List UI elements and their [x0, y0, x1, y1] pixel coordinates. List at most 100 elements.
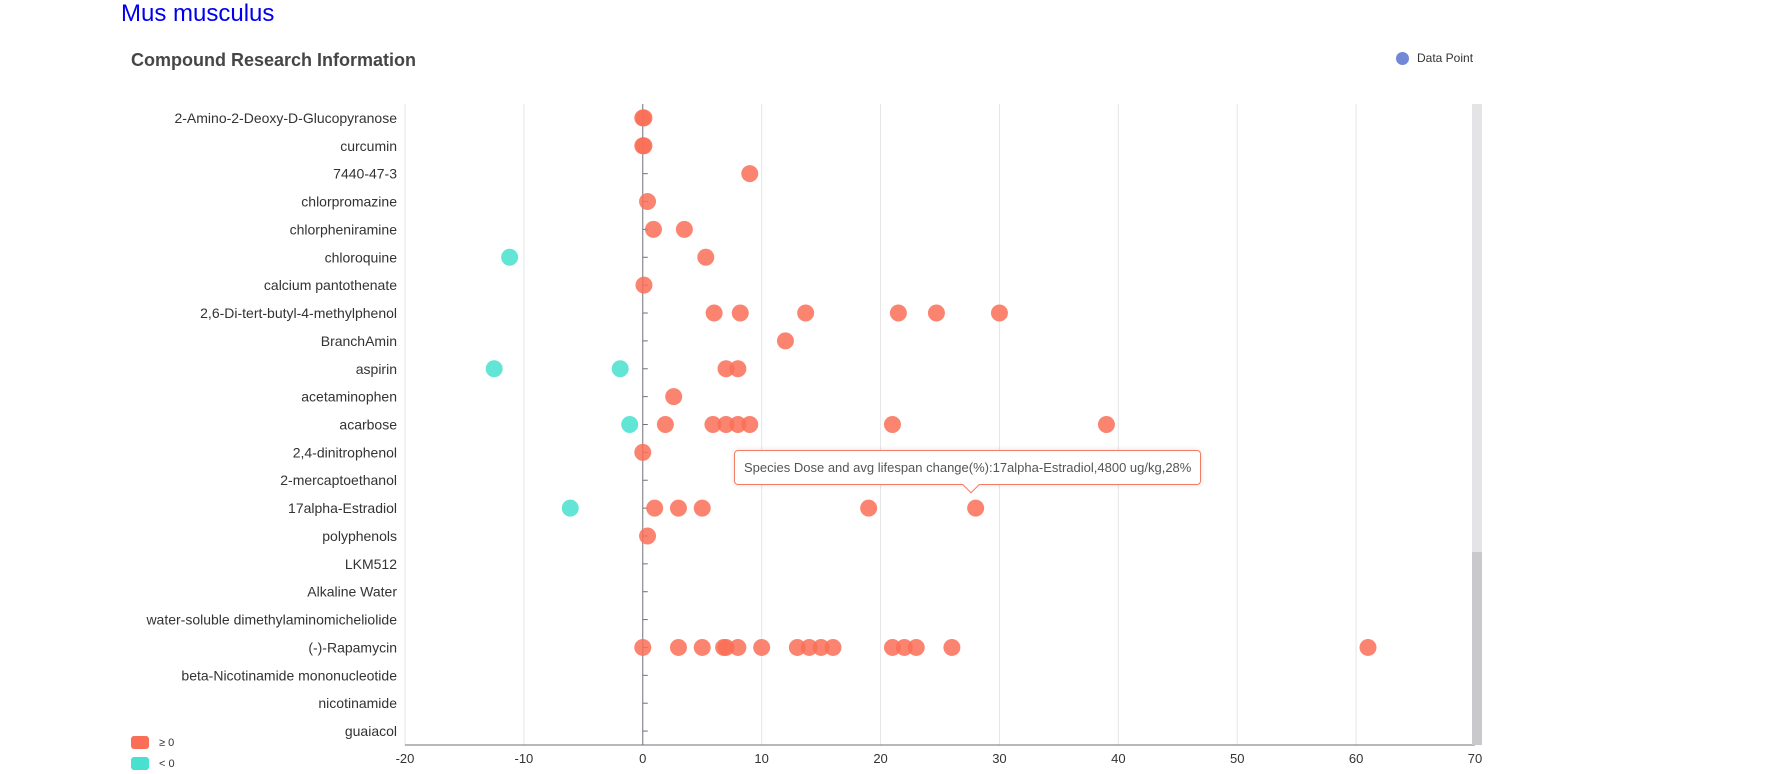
data-point	[776, 332, 794, 350]
data-point	[731, 304, 749, 322]
positive-swatch-icon	[131, 736, 149, 749]
data-point	[635, 137, 653, 155]
visual-map-positive[interactable]: ≥ 0	[131, 732, 175, 753]
y-category-label: BranchAmin	[321, 333, 397, 349]
x-tick-label: 30	[992, 751, 1006, 766]
data-point	[646, 499, 664, 517]
y-category-label: water-soluble dimethylaminomicheliolide	[145, 612, 397, 628]
data-point	[729, 360, 747, 378]
y-category-label: polyphenols	[322, 528, 397, 544]
data-point	[753, 638, 771, 656]
data-point	[1359, 638, 1377, 656]
y-category-label: 2,6-Di-tert-butyl-4-methylphenol	[200, 305, 397, 321]
legend-dot-icon	[1396, 51, 1409, 65]
data-point	[860, 499, 878, 517]
data-point	[812, 638, 830, 656]
data-point	[669, 638, 687, 656]
visual-map-negative[interactable]: < 0	[131, 753, 175, 774]
x-tick-label: 10	[754, 751, 768, 766]
data-point	[665, 388, 683, 406]
data-point	[717, 638, 735, 656]
y-category-label: chlorpromazine	[301, 194, 397, 210]
data-point	[967, 499, 985, 517]
y-category-label: chlorpheniramine	[290, 221, 398, 237]
visual-map-positive-label: ≥ 0	[159, 736, 175, 749]
scrollbar-thumb	[1472, 552, 1482, 745]
y-category-label: guaiacol	[345, 723, 397, 739]
y-category-label: LKM512	[345, 556, 397, 572]
y-category-label: acetaminophen	[301, 389, 397, 405]
data-point	[907, 638, 925, 656]
data-point	[656, 416, 674, 433]
y-category-label: nicotinamide	[318, 695, 397, 711]
data-point	[561, 499, 579, 517]
x-tick-label: 50	[1230, 751, 1244, 766]
data-point	[927, 304, 945, 322]
y-category-label: beta-Nicotinamide mononucleotide	[181, 667, 397, 683]
data-point	[729, 416, 747, 433]
data-point	[669, 499, 687, 517]
x-tick-label: 20	[873, 751, 887, 766]
data-point	[611, 360, 629, 378]
data-point	[693, 499, 711, 517]
y-category-label: (-)-Rapamycin	[308, 639, 397, 655]
species-link[interactable]: Mus musculus	[121, 0, 275, 27]
data-point	[943, 638, 961, 656]
x-tick-label: 70	[1468, 751, 1482, 766]
tooltip: Species Dose and avg lifespan change(%):…	[734, 450, 1202, 494]
data-point	[693, 638, 711, 656]
y-category-label: chloroquine	[325, 249, 398, 265]
y-category-label: acarbose	[339, 417, 397, 433]
y-category-label: curcumin	[340, 138, 397, 154]
data-point	[800, 638, 818, 656]
data-point	[895, 638, 913, 656]
data-point	[705, 304, 723, 322]
data-point	[501, 248, 519, 266]
data-point	[990, 304, 1008, 322]
data-point	[729, 638, 747, 656]
data-point	[717, 416, 735, 433]
data-point	[704, 416, 722, 433]
tooltip-text: Species Dose and avg lifespan change(%):…	[744, 460, 1192, 475]
legend-label: Data Point	[1417, 51, 1474, 65]
scrollbar-track	[1472, 104, 1482, 745]
data-point	[635, 276, 653, 294]
data-point	[883, 638, 901, 656]
y-category-label: 2,4-dinitrophenol	[293, 444, 397, 460]
data-point	[644, 220, 662, 238]
data-point	[675, 220, 693, 238]
y-category-label: 2-Amino-2-Deoxy-D-Glucopyranose	[174, 110, 397, 126]
data-point	[634, 638, 652, 656]
data-point	[1097, 416, 1115, 433]
data-point	[621, 416, 639, 433]
visual-map-negative-label: < 0	[159, 757, 175, 770]
data-point	[741, 165, 759, 183]
data-point	[635, 109, 653, 127]
x-tick-label: 0	[639, 751, 646, 766]
y-category-label: 17alpha-Estradiol	[288, 500, 397, 516]
x-tick-label: -10	[514, 751, 533, 766]
visual-map-legend: ≥ 0 < 0	[131, 732, 175, 774]
x-tick-label: -20	[396, 751, 415, 766]
data-point	[697, 248, 715, 266]
data-point	[824, 638, 842, 656]
legend-data-point[interactable]: Data Point	[1396, 51, 1473, 65]
data-point	[889, 304, 907, 322]
data-point	[741, 416, 759, 433]
y-category-label: 2-mercaptoethanol	[280, 472, 397, 488]
data-point	[634, 443, 652, 461]
data-point	[717, 360, 735, 378]
data-point	[485, 360, 503, 378]
y-category-label: 7440-47-3	[333, 166, 397, 182]
data-point	[639, 527, 657, 545]
negative-swatch-icon	[131, 757, 149, 770]
data-point	[883, 416, 901, 433]
y-category-label: calcium pantothenate	[264, 277, 397, 293]
data-point	[797, 304, 815, 322]
x-tick-label: 40	[1111, 751, 1125, 766]
data-point	[639, 193, 657, 211]
y-category-label: aspirin	[356, 361, 397, 377]
x-tick-label: 60	[1349, 751, 1363, 766]
data-point	[788, 638, 806, 656]
